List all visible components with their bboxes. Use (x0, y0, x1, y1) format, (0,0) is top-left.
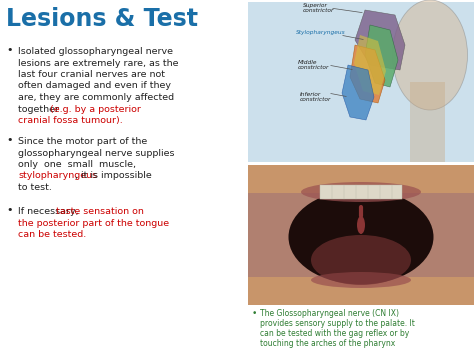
Text: (e.g. by a posterior: (e.g. by a posterior (50, 104, 141, 114)
Text: touching the arches of the pharynx: touching the arches of the pharynx (260, 339, 395, 348)
Ellipse shape (301, 182, 421, 202)
Text: Inferior: Inferior (300, 92, 321, 97)
Text: •: • (6, 135, 12, 145)
Text: can be tested.: can be tested. (18, 230, 86, 239)
Text: constrictor: constrictor (303, 8, 334, 13)
Text: can be tested with the gag reflex or by: can be tested with the gag reflex or by (260, 329, 409, 338)
Ellipse shape (311, 272, 411, 288)
Text: glossopharyngeal nerve supplies: glossopharyngeal nerve supplies (18, 148, 174, 158)
Text: If necessary,: If necessary, (18, 207, 82, 216)
Text: only  one  small  muscle,: only one small muscle, (18, 160, 136, 169)
Ellipse shape (289, 190, 434, 284)
Bar (320, 185, 402, 199)
Polygon shape (342, 65, 374, 120)
Polygon shape (365, 25, 398, 87)
Text: •: • (6, 45, 12, 55)
Text: stylopharyngeus: stylopharyngeus (18, 171, 97, 180)
Text: lesions are extremely rare, as the: lesions are extremely rare, as the (18, 59, 179, 67)
Text: cranial fossa tumour).: cranial fossa tumour). (18, 116, 123, 125)
Polygon shape (350, 45, 385, 103)
Text: Isolated glossopharyngeal nerve: Isolated glossopharyngeal nerve (18, 47, 173, 56)
Text: Middle: Middle (298, 60, 318, 65)
Text: •: • (252, 309, 257, 318)
Ellipse shape (357, 216, 365, 234)
Text: , it is impossible: , it is impossible (75, 171, 152, 180)
Bar (410, 82, 445, 162)
Polygon shape (355, 10, 405, 70)
Text: Lesions & Test: Lesions & Test (6, 7, 198, 31)
Bar (248, 2, 474, 162)
Text: are, they are commonly affected: are, they are commonly affected (18, 93, 174, 102)
Text: taste sensation on: taste sensation on (56, 207, 144, 216)
Text: Superior: Superior (303, 3, 328, 8)
Bar (248, 277, 474, 305)
Text: Since the motor part of the: Since the motor part of the (18, 137, 147, 146)
Ellipse shape (311, 235, 411, 285)
Text: to test.: to test. (18, 183, 52, 192)
Text: constrictor: constrictor (298, 65, 329, 70)
Text: last four cranial nerves are not: last four cranial nerves are not (18, 70, 165, 79)
Polygon shape (354, 35, 386, 95)
Text: •: • (6, 205, 12, 215)
Text: the posterior part of the tongue: the posterior part of the tongue (18, 218, 169, 228)
Ellipse shape (392, 0, 467, 110)
Text: The Glossopharyngeal nerve (CN IX): The Glossopharyngeal nerve (CN IX) (260, 309, 399, 318)
Text: together: together (18, 104, 62, 114)
Text: Stylopharyngeus: Stylopharyngeus (296, 30, 346, 35)
Text: constrictor: constrictor (300, 97, 331, 102)
Bar (248, 165, 474, 193)
Text: often damaged and even if they: often damaged and even if they (18, 82, 171, 91)
Text: provides sensory supply to the palate. It: provides sensory supply to the palate. I… (260, 319, 415, 328)
Bar (248, 165, 474, 305)
